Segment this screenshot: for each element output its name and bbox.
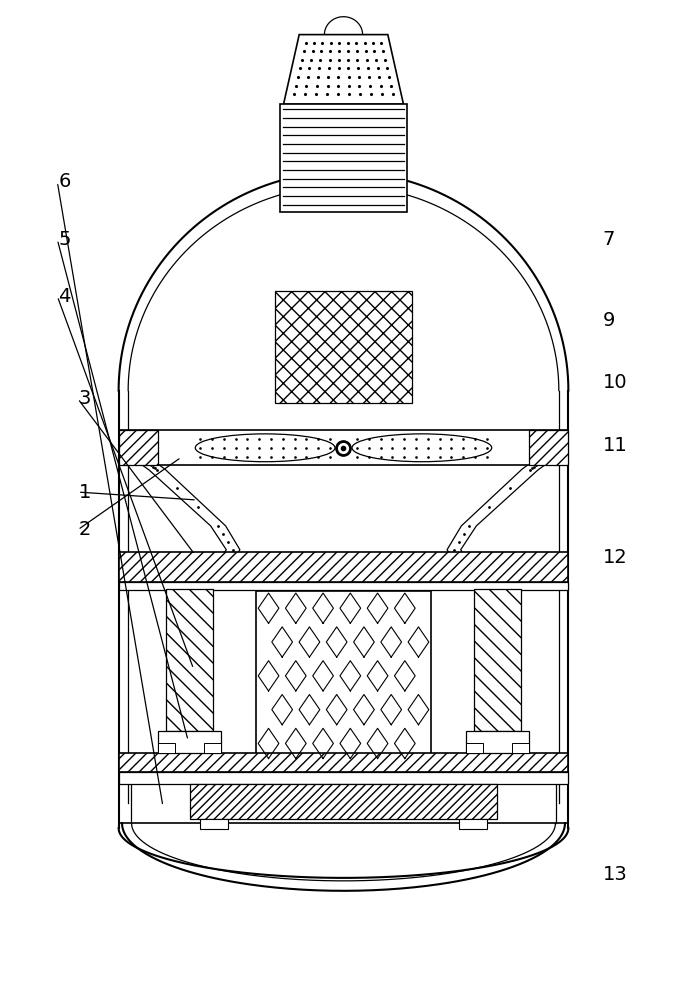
Bar (201, 819, 227, 829)
Bar (204, 743, 221, 753)
Text: 9: 9 (602, 311, 615, 330)
Ellipse shape (195, 434, 335, 462)
Text: 13: 13 (602, 865, 627, 884)
Text: 1: 1 (79, 483, 91, 502)
Bar (280, 104, 407, 212)
Text: 11: 11 (602, 436, 627, 455)
Bar (529, 430, 568, 465)
Bar (119, 582, 568, 589)
Bar (119, 430, 158, 465)
Text: 4: 4 (58, 287, 71, 306)
Bar (119, 772, 568, 784)
Text: 2: 2 (79, 520, 91, 539)
Bar (256, 591, 431, 773)
Bar (460, 819, 486, 829)
Polygon shape (284, 35, 403, 104)
Bar (158, 743, 175, 753)
Bar (119, 430, 568, 465)
Bar (119, 552, 568, 582)
Bar (158, 731, 221, 753)
Bar (474, 589, 521, 731)
Bar (466, 743, 483, 753)
Text: 5: 5 (58, 230, 71, 249)
Bar (275, 291, 412, 403)
Ellipse shape (352, 434, 492, 462)
Text: 12: 12 (602, 548, 627, 567)
Bar (512, 743, 529, 753)
Text: 6: 6 (58, 172, 71, 191)
Bar (119, 753, 568, 772)
Bar (166, 589, 213, 731)
Text: 3: 3 (79, 389, 91, 408)
Bar (190, 784, 497, 819)
Bar (466, 731, 529, 753)
Text: 10: 10 (602, 373, 627, 392)
Text: 7: 7 (602, 230, 615, 249)
